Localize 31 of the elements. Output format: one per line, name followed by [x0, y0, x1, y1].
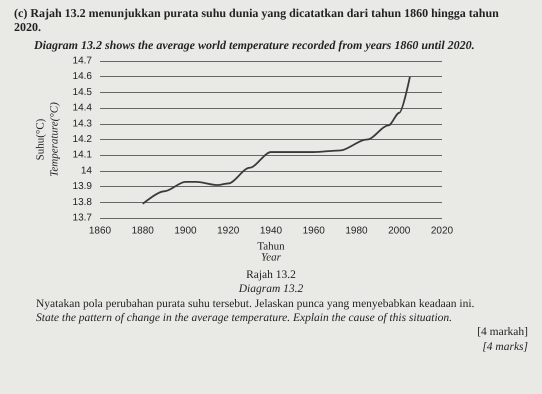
y-tick-label: 13.9 — [72, 180, 92, 192]
x-tick-label: 2020 — [430, 225, 454, 236]
x-tick-label: 1920 — [217, 225, 240, 236]
y-tick-label: 13.7 — [72, 212, 92, 224]
x-tick-label: 1860 — [88, 225, 112, 236]
text: Nyatakan pola perubahan purata suhu tersebut. Jelaskan punca yang menyebabkan keadaan ini. — [35, 296, 476, 311]
y-axis-title: Suhu(°C) Temperature(°C) — [34, 102, 61, 177]
y-tick-label: 14.2 — [72, 134, 92, 145]
text: [4 marks] — [481, 340, 528, 354]
chart-subtitle: Diagram 13.2 shows the average world temperature recorded from years 1860 until 2020. — [33, 36, 476, 53]
y-tick-label: 14.5 — [72, 86, 92, 98]
x-tick-label: 1900 — [174, 225, 198, 236]
y-tick-label: 14.4 — [72, 102, 92, 114]
text: Diagram 13.2 — [238, 282, 304, 297]
y-tick-label: 13.8 — [72, 196, 92, 208]
y-tick-label: 14.3 — [72, 118, 92, 130]
x-tick-label: 1960 — [302, 225, 326, 236]
x-tick-label: 1880 — [132, 225, 154, 236]
text: Rajah 13.2 — [245, 268, 297, 282]
line-series — [142, 76, 411, 205]
text: State the pattern of change in the average temperature. Explain the cause of this situation. — [35, 310, 454, 326]
x-tick-label: 1940 — [260, 225, 283, 236]
y-tick-label: 14.1 — [72, 149, 92, 160]
y-tick-label: 14.7 — [72, 55, 92, 66]
x-axis-title: Tahun Year — [257, 240, 286, 264]
chart-title: (c) Rajah 13.2 menunjukkan purata suhu dunia yang dicatatkan dari tahun 1860 hingga tahun 2020. — [13, 5, 500, 35]
y-tick-label: 14.6 — [72, 70, 92, 82]
x-tick-label: 2000 — [388, 225, 411, 236]
text: [4 markah] — [476, 325, 528, 340]
y-tick-label: 14 — [80, 165, 92, 176]
x-tick-label: 1980 — [345, 225, 368, 236]
